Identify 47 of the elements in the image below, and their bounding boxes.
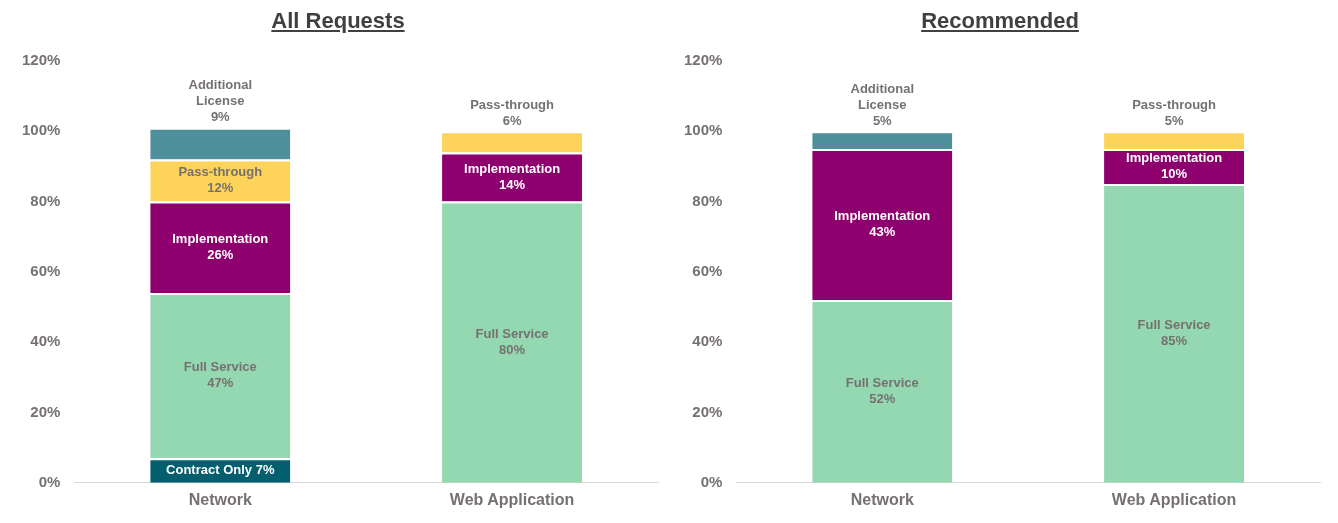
- data-label: 26%: [207, 246, 234, 262]
- text: Full Service: [1137, 316, 1211, 332]
- series-label: Full Service: [845, 374, 919, 390]
- y-tick-label: 80%: [692, 191, 723, 209]
- text: Implementation: [172, 230, 269, 246]
- x-tick-label: Web Application: [1111, 490, 1237, 508]
- y-tick-label: 20%: [30, 402, 61, 420]
- data-label: 43%: [869, 224, 896, 240]
- data-label: 47%: [207, 375, 234, 391]
- y-tick-label: 60%: [692, 262, 723, 280]
- data-label: 5%: [1164, 112, 1184, 128]
- text: Implementation: [834, 208, 931, 224]
- y-tick-label: 0%: [38, 472, 61, 490]
- y-tick-label: 100%: [683, 121, 723, 139]
- x-tick-label: Network: [188, 490, 252, 508]
- series-label: Pass-through: [178, 164, 263, 180]
- series-label: Additional License: [188, 77, 253, 109]
- data-label: 14%: [499, 176, 526, 192]
- text: Contract Only 7%: [166, 462, 275, 478]
- data-label: 6%: [502, 112, 522, 128]
- chart-title: Recommended: [920, 8, 1080, 35]
- y-tick-label: 120%: [683, 51, 723, 69]
- x-tick-label: Web Application: [449, 490, 575, 508]
- y-tick-label: 100%: [21, 121, 61, 139]
- data-label: 5%: [872, 112, 893, 128]
- y-tick-label: 20%: [692, 402, 723, 420]
- text: Full Service: [475, 325, 549, 341]
- y-tick-label: 120%: [21, 51, 61, 69]
- y-tick-label: 40%: [692, 332, 723, 350]
- data-label: 85%: [1161, 332, 1188, 348]
- series-label: Additional License: [850, 80, 915, 112]
- y-tick-label: 0%: [700, 472, 723, 490]
- series-label: Full Service: [183, 359, 257, 375]
- series-label: Implementation: [1126, 150, 1223, 166]
- data-label: 52%: [869, 390, 896, 406]
- x-tick-label: Network: [850, 490, 914, 508]
- text: Pass-through: [470, 96, 554, 112]
- data-label: 10%: [1161, 166, 1188, 182]
- series-label: Implementation: [464, 160, 561, 176]
- series-label: Pass-through: [1132, 96, 1217, 112]
- chart-title: All Requests: [270, 8, 406, 35]
- y-tick-label: 40%: [30, 332, 61, 350]
- data-label: 80%: [499, 341, 526, 357]
- y-tick-label: 60%: [30, 262, 61, 280]
- y-tick-label: 80%: [30, 191, 61, 209]
- data-label: 9%: [210, 109, 231, 125]
- data-label: 12%: [207, 180, 234, 196]
